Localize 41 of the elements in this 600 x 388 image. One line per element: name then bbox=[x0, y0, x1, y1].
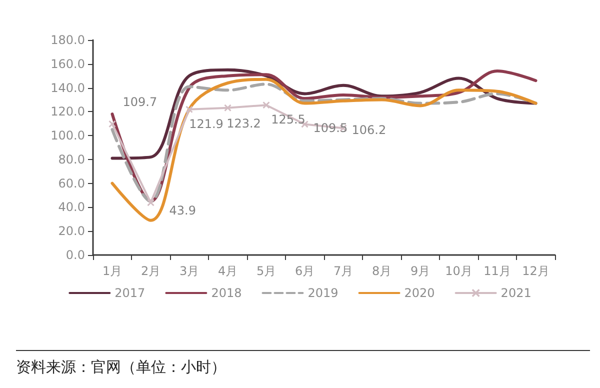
x-tick-label: 1月 bbox=[102, 264, 122, 278]
x-tick-label: 3月 bbox=[179, 264, 200, 278]
point bbox=[262, 102, 270, 109]
x-tick-label: 11月 bbox=[484, 264, 511, 278]
point bbox=[108, 120, 116, 128]
y-tick-label: 140.0 bbox=[50, 80, 85, 95]
point bbox=[186, 106, 193, 113]
y-tick-label: 0.0 bbox=[66, 248, 85, 262]
x-tick-label: 8月 bbox=[372, 264, 392, 278]
x-tick-label: 7月 bbox=[333, 264, 354, 278]
legend-label: 2018 bbox=[211, 286, 242, 300]
line-series bbox=[110, 78, 538, 222]
x-tick-label: 12月 bbox=[522, 264, 550, 278]
y-tick-label: 100.0 bbox=[50, 128, 85, 143]
y-tick-label: 180.0 bbox=[50, 33, 85, 47]
y-tick-label: 20.0 bbox=[58, 224, 85, 238]
data-label: 125.5 bbox=[271, 112, 306, 127]
x-tick-label: 6月 bbox=[294, 264, 315, 278]
y-tick-label: 80.0 bbox=[58, 152, 85, 166]
x-tick-label: 10月 bbox=[445, 264, 472, 278]
data-label: 109.5 bbox=[313, 121, 348, 136]
y-tick-label: 160.0 bbox=[50, 56, 85, 71]
data-label: 43.9 bbox=[169, 204, 196, 218]
x-tick-label: 9月 bbox=[410, 264, 430, 278]
data-label: 121.9 bbox=[189, 116, 224, 131]
y-tick-label: 120.0 bbox=[50, 104, 85, 119]
legend-label: 2020 bbox=[404, 286, 435, 300]
x-tick-label: 5月 bbox=[256, 264, 276, 278]
y-tick-label: 60.0 bbox=[58, 176, 85, 190]
text: 资料来源：官网（单位：小时） bbox=[16, 358, 226, 377]
legend-label: 2019 bbox=[308, 286, 338, 300]
point bbox=[147, 199, 154, 206]
x-tick-label: 2月 bbox=[140, 264, 161, 278]
data-label: 106.2 bbox=[352, 123, 386, 138]
y-tick-label: 40.0 bbox=[58, 200, 85, 214]
point bbox=[224, 104, 232, 112]
legend-label: 2021 bbox=[500, 286, 532, 300]
data-label: 123.2 bbox=[226, 116, 261, 130]
legend-label: 2017 bbox=[114, 286, 146, 300]
x-tick-label: 4月 bbox=[218, 264, 238, 278]
data-label: 109.7 bbox=[122, 94, 158, 109]
